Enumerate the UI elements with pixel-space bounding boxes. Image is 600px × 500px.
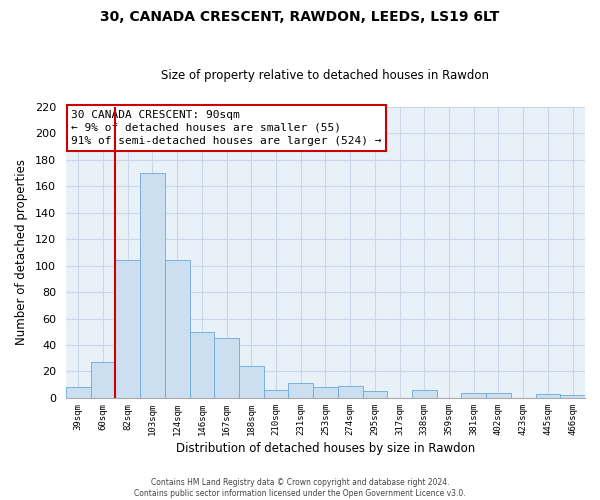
Y-axis label: Number of detached properties: Number of detached properties	[15, 160, 28, 346]
Bar	[66, 388, 91, 398]
Title: Size of property relative to detached houses in Rawdon: Size of property relative to detached ho…	[161, 69, 490, 82]
Bar	[560, 396, 585, 398]
Bar	[165, 260, 190, 398]
Bar	[313, 388, 338, 398]
Bar	[536, 394, 560, 398]
Bar	[362, 392, 387, 398]
Text: 30 CANADA CRESCENT: 90sqm
← 9% of detached houses are smaller (55)
91% of semi-d: 30 CANADA CRESCENT: 90sqm ← 9% of detach…	[71, 110, 382, 146]
Bar	[412, 390, 437, 398]
Bar	[338, 386, 362, 398]
Text: 30, CANADA CRESCENT, RAWDON, LEEDS, LS19 6LT: 30, CANADA CRESCENT, RAWDON, LEEDS, LS19…	[100, 10, 500, 24]
Bar	[289, 384, 313, 398]
Bar	[140, 173, 165, 398]
Bar	[115, 260, 140, 398]
Bar	[214, 338, 239, 398]
Bar	[190, 332, 214, 398]
X-axis label: Distribution of detached houses by size in Rawdon: Distribution of detached houses by size …	[176, 442, 475, 455]
Bar	[486, 392, 511, 398]
Bar	[239, 366, 263, 398]
Bar	[263, 390, 289, 398]
Text: Contains HM Land Registry data © Crown copyright and database right 2024.
Contai: Contains HM Land Registry data © Crown c…	[134, 478, 466, 498]
Bar	[91, 362, 115, 398]
Bar	[461, 392, 486, 398]
